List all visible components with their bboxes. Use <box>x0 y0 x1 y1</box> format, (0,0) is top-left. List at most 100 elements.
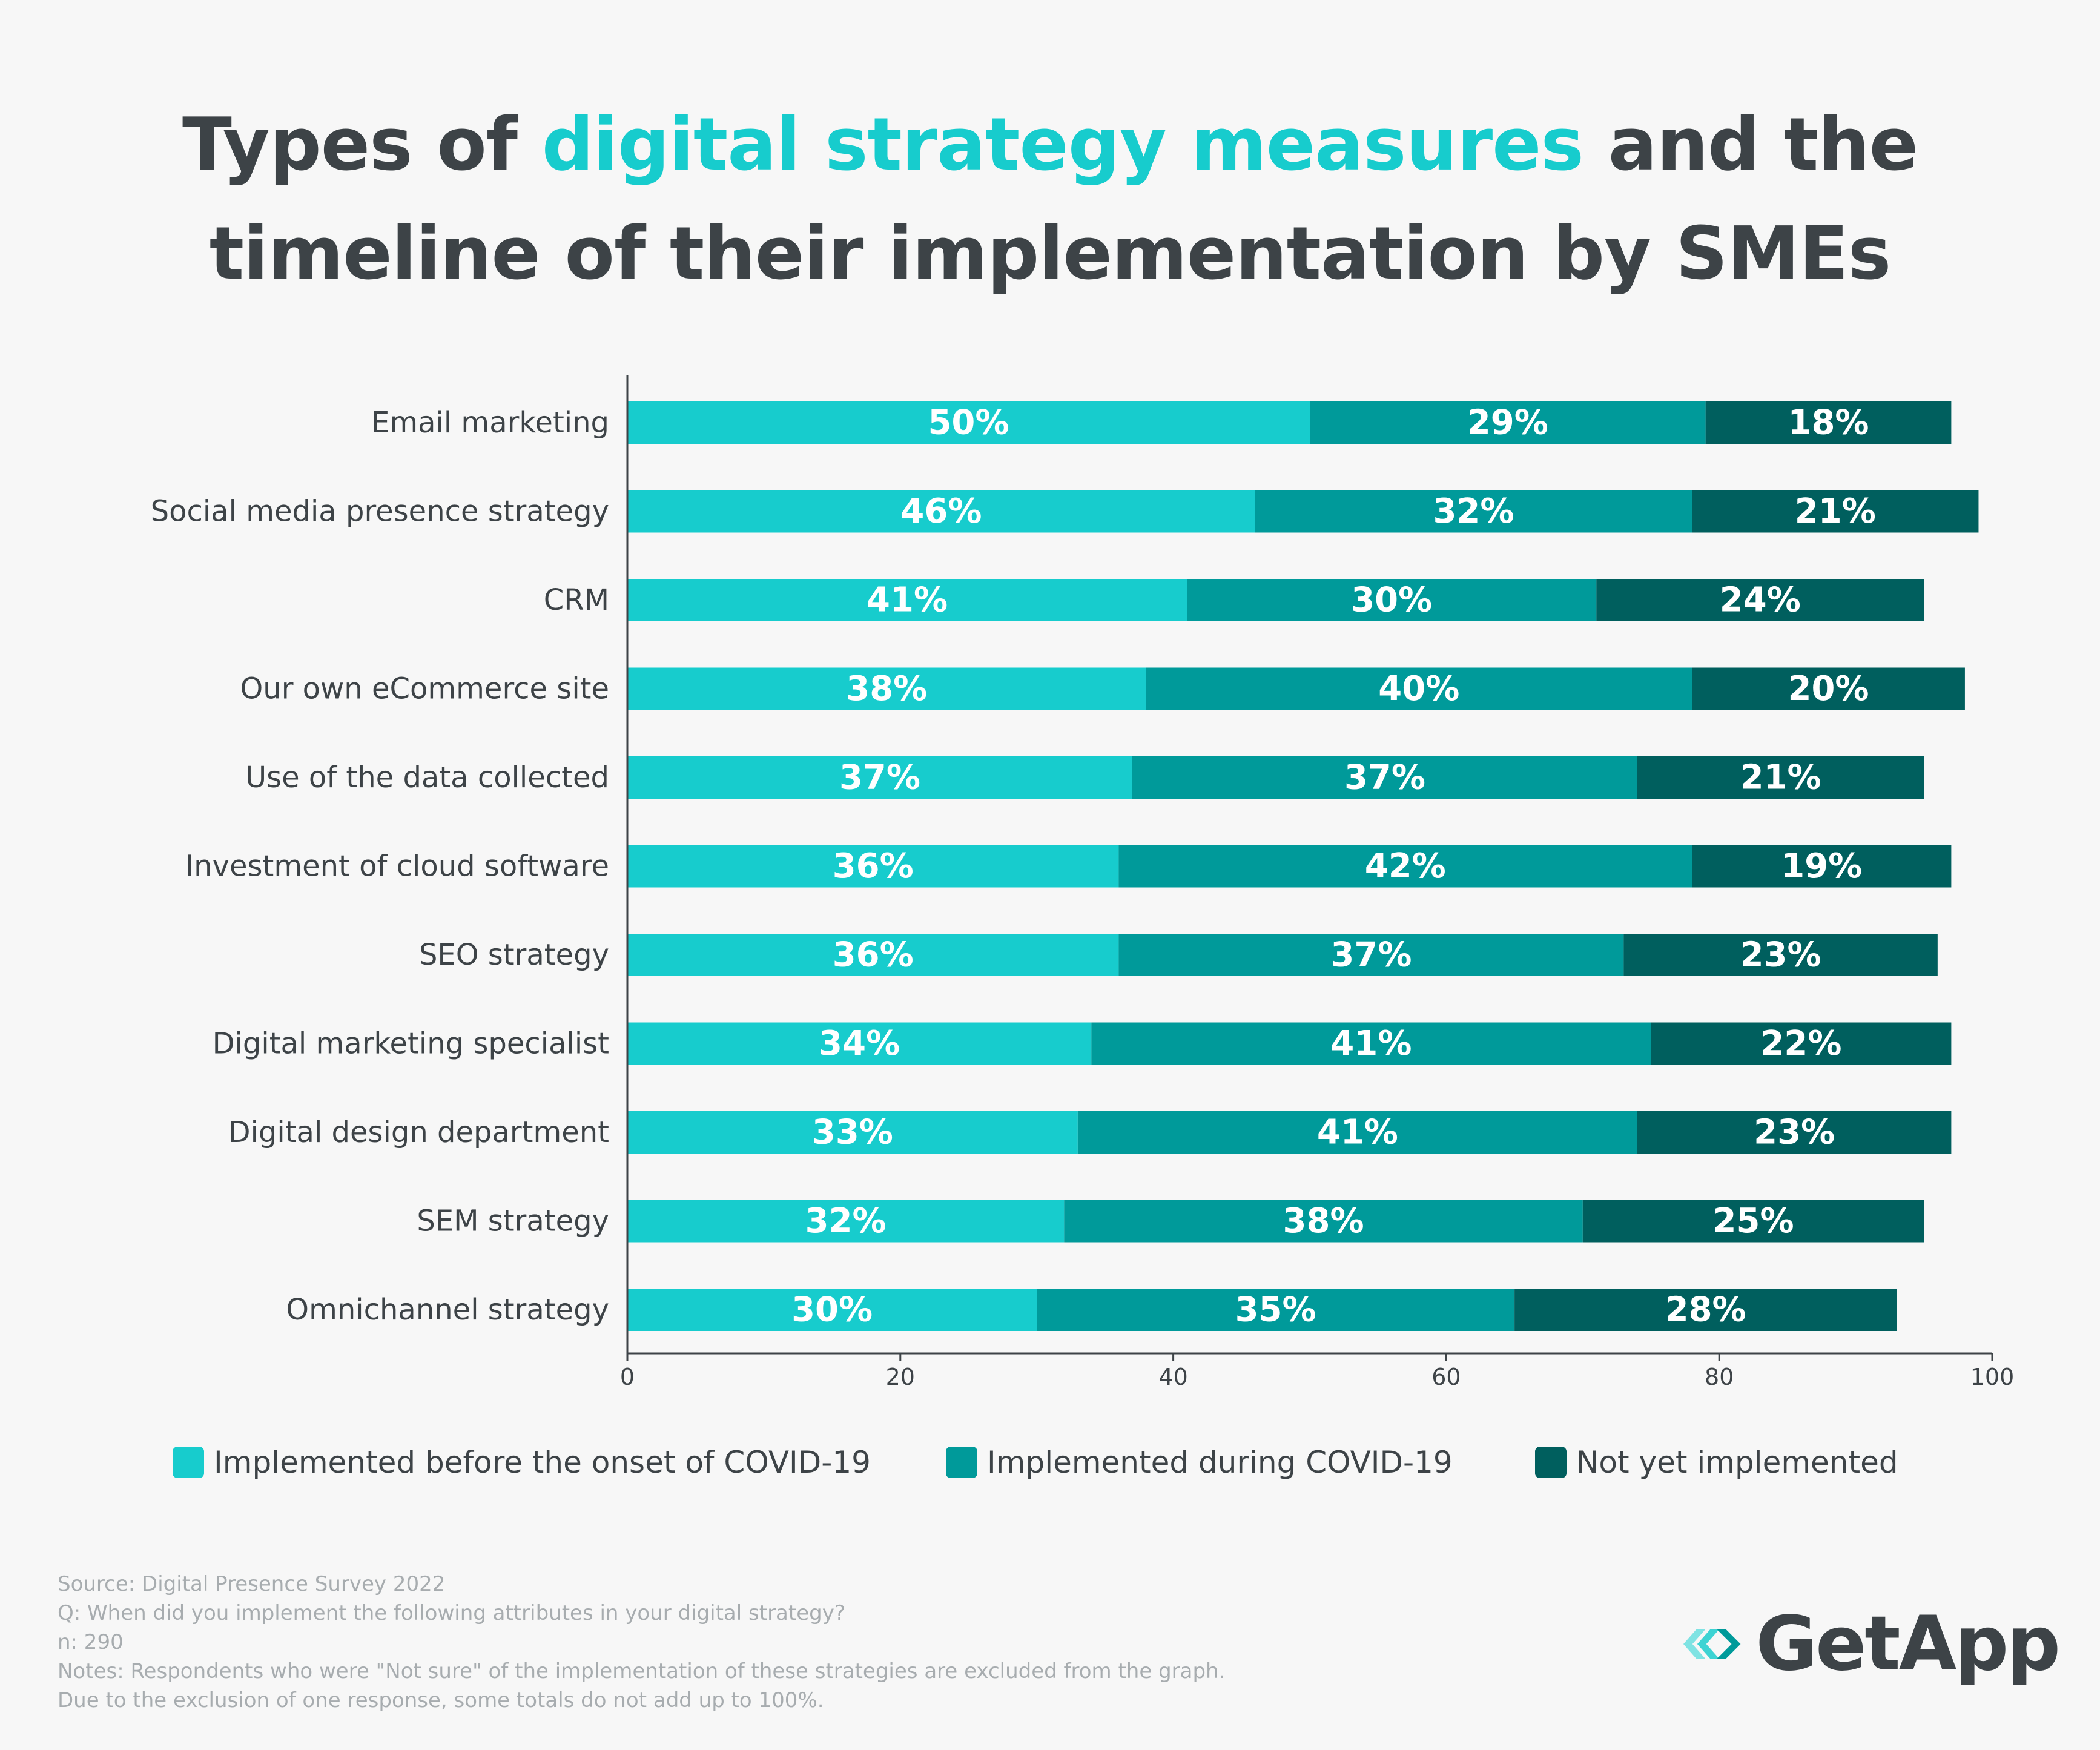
data-label-sem-strategy-series-2: 25% <box>1713 1201 1794 1241</box>
exclusion-note: Notes: Respondents who were "Not sure" o… <box>58 1659 1226 1683</box>
bar-digital-design-department-series-2 <box>1637 1111 1952 1154</box>
category-label-digital-design-department: Digital design department <box>228 1115 609 1149</box>
data-label-email-marketing-series-0: 50% <box>928 403 1009 443</box>
bar-our-own-ecommerce-site-series-1 <box>1146 667 1692 710</box>
data-label-sem-strategy-series-1: 38% <box>1283 1201 1364 1241</box>
x-tick-label-40: 40 <box>1158 1364 1187 1390</box>
stacked-bar-chart: Email marketing 50% 29% 18% Social media pre… <box>151 375 2014 1390</box>
getapp-chevrons-icon <box>1683 1629 1741 1659</box>
title-line-1: Types of digital strategy measures and t… <box>0 91 2100 200</box>
data-label-seo-strategy-series-2: 23% <box>1740 936 1821 975</box>
title-post: and the <box>1583 103 1918 187</box>
data-label-digital-design-department-series-2: 23% <box>1754 1113 1835 1152</box>
data-label-email-marketing-series-1: 29% <box>1467 403 1548 443</box>
data-label-crm-series-0: 41% <box>867 581 948 620</box>
data-label-digital-design-department-series-0: 33% <box>812 1113 893 1152</box>
data-label-email-marketing-series-2: 18% <box>1788 403 1869 443</box>
bar-digital-marketing-specialist-series-0 <box>627 1022 1092 1065</box>
legend-item-during-covid: Implemented during COVID-19 <box>946 1438 1453 1487</box>
data-label-digital-design-department-series-1: 41% <box>1317 1113 1398 1152</box>
category-label-omnichannel-strategy: Omnichannel strategy <box>286 1293 609 1327</box>
x-tick-label-60: 60 <box>1431 1364 1461 1390</box>
category-label-investment-of-cloud-software: Investment of cloud software <box>185 850 609 883</box>
bar-investment-of-cloud-software-series-1 <box>1118 845 1692 888</box>
bar-omnichannel-strategy-series-1 <box>1037 1289 1515 1331</box>
data-label-use-of-the-data-collected-series-1: 37% <box>1344 758 1425 797</box>
source-note: Source: Digital Presence Survey 2022 <box>58 1572 446 1596</box>
legend-swatch-not-yet <box>1535 1447 1567 1478</box>
data-label-use-of-the-data-collected-series-2: 21% <box>1740 758 1821 797</box>
data-label-our-own-ecommerce-site-series-2: 20% <box>1788 669 1869 708</box>
getapp-logo-text: GetApp <box>1755 1600 2061 1688</box>
bar-omnichannel-strategy-series-0 <box>627 1289 1037 1331</box>
bar-digital-marketing-specialist-series-2 <box>1651 1022 1952 1065</box>
legend-label-during-covid: Implemented during COVID-19 <box>987 1445 1453 1480</box>
bar-omnichannel-strategy-series-2 <box>1514 1289 1897 1331</box>
category-label-crm: CRM <box>544 583 609 617</box>
footnotes: Source: Digital Presence Survey 2022 Q: … <box>58 1570 1225 1715</box>
data-label-social-media-presence-strategy-series-2: 21% <box>1795 492 1876 531</box>
data-label-omnichannel-strategy-series-1: 35% <box>1235 1290 1316 1330</box>
bar-use-of-the-data-collected-series-2 <box>1637 756 1924 799</box>
chart-title: Types of digital strategy measures and t… <box>0 91 2100 309</box>
x-tick-label-0: 0 <box>620 1364 635 1390</box>
bar-social-media-presence-strategy-series-1 <box>1255 490 1692 533</box>
data-label-investment-of-cloud-software-series-2: 19% <box>1781 847 1862 886</box>
data-label-digital-marketing-specialist-series-2: 22% <box>1760 1024 1841 1063</box>
category-label-use-of-the-data-collected: Use of the data collected <box>245 761 609 794</box>
getapp-logo: GetApp <box>1683 1599 2061 1689</box>
data-label-investment-of-cloud-software-series-1: 42% <box>1365 847 1446 886</box>
bar-sem-strategy-series-0 <box>627 1200 1065 1243</box>
bar-seo-strategy-series-0 <box>627 934 1119 976</box>
bar-email-marketing-series-1 <box>1310 401 1706 444</box>
bar-our-own-ecommerce-site-series-0 <box>627 667 1146 710</box>
bar-use-of-the-data-collected-series-1 <box>1132 756 1637 799</box>
legend-swatch-during-covid <box>946 1447 977 1478</box>
bar-digital-marketing-specialist-series-1 <box>1091 1022 1651 1065</box>
category-label-email-marketing: Email marketing <box>371 406 609 440</box>
legend-label-before-covid: Implemented before the onset of COVID-19 <box>214 1445 871 1480</box>
bar-email-marketing-series-2 <box>1705 401 1952 444</box>
data-label-sem-strategy-series-0: 32% <box>805 1201 887 1241</box>
title-line-2: timeline of their implementation by SMEs <box>209 212 1892 296</box>
data-label-use-of-the-data-collected-series-0: 37% <box>839 758 920 797</box>
legend-label-not-yet: Not yet implemented <box>1576 1445 1898 1480</box>
x-tick-label-80: 80 <box>1705 1364 1734 1390</box>
legend-swatch-before-covid <box>173 1447 204 1478</box>
data-label-seo-strategy-series-1: 37% <box>1330 936 1412 975</box>
bar-sem-strategy-series-2 <box>1582 1200 1924 1243</box>
title-pre: Types of <box>182 103 542 187</box>
bar-investment-of-cloud-software-series-2 <box>1692 845 1952 888</box>
data-label-social-media-presence-strategy-series-0: 46% <box>900 492 982 531</box>
bar-our-own-ecommerce-site-series-2 <box>1692 667 1965 710</box>
bar-digital-design-department-series-0 <box>627 1111 1078 1154</box>
legend-item-before-covid: Implemented before the onset of COVID-19 <box>173 1438 871 1487</box>
bar-investment-of-cloud-software-series-0 <box>627 845 1119 888</box>
totals-note: Due to the exclusion of one response, so… <box>58 1688 824 1712</box>
bar-email-marketing-series-0 <box>627 401 1310 444</box>
category-label-social-media-presence-strategy: Social media presence strategy <box>151 495 609 529</box>
data-label-social-media-presence-strategy-series-1: 32% <box>1433 492 1514 531</box>
question-note: Q: When did you implement the following … <box>58 1601 845 1625</box>
bar-crm-series-1 <box>1187 579 1597 621</box>
bar-social-media-presence-strategy-series-2 <box>1692 490 1979 533</box>
data-label-seo-strategy-series-0: 36% <box>833 936 914 975</box>
data-label-omnichannel-strategy-series-2: 28% <box>1665 1290 1746 1330</box>
data-label-crm-series-2: 24% <box>1720 581 1801 620</box>
data-label-digital-marketing-specialist-series-1: 41% <box>1330 1024 1412 1063</box>
x-tick-label-20: 20 <box>886 1364 915 1390</box>
bar-sem-strategy-series-1 <box>1064 1200 1583 1243</box>
category-label-seo-strategy: SEO strategy <box>419 938 609 972</box>
bar-social-media-presence-strategy-series-0 <box>627 490 1255 533</box>
legend-item-not-yet: Not yet implemented <box>1535 1438 1898 1487</box>
bar-seo-strategy-series-2 <box>1623 934 1938 976</box>
sample-size-note: n: 290 <box>58 1630 124 1654</box>
bar-seo-strategy-series-1 <box>1118 934 1624 976</box>
title-highlight: digital strategy measures <box>541 103 1584 187</box>
category-label-our-own-ecommerce-site: Our own eCommerce site <box>240 672 609 706</box>
bar-digital-design-department-series-1 <box>1077 1111 1637 1154</box>
data-label-digital-marketing-specialist-series-0: 34% <box>819 1024 900 1063</box>
data-label-crm-series-1: 30% <box>1351 581 1432 620</box>
bar-crm-series-2 <box>1596 579 1924 621</box>
data-label-our-own-ecommerce-site-series-0: 38% <box>846 669 927 708</box>
